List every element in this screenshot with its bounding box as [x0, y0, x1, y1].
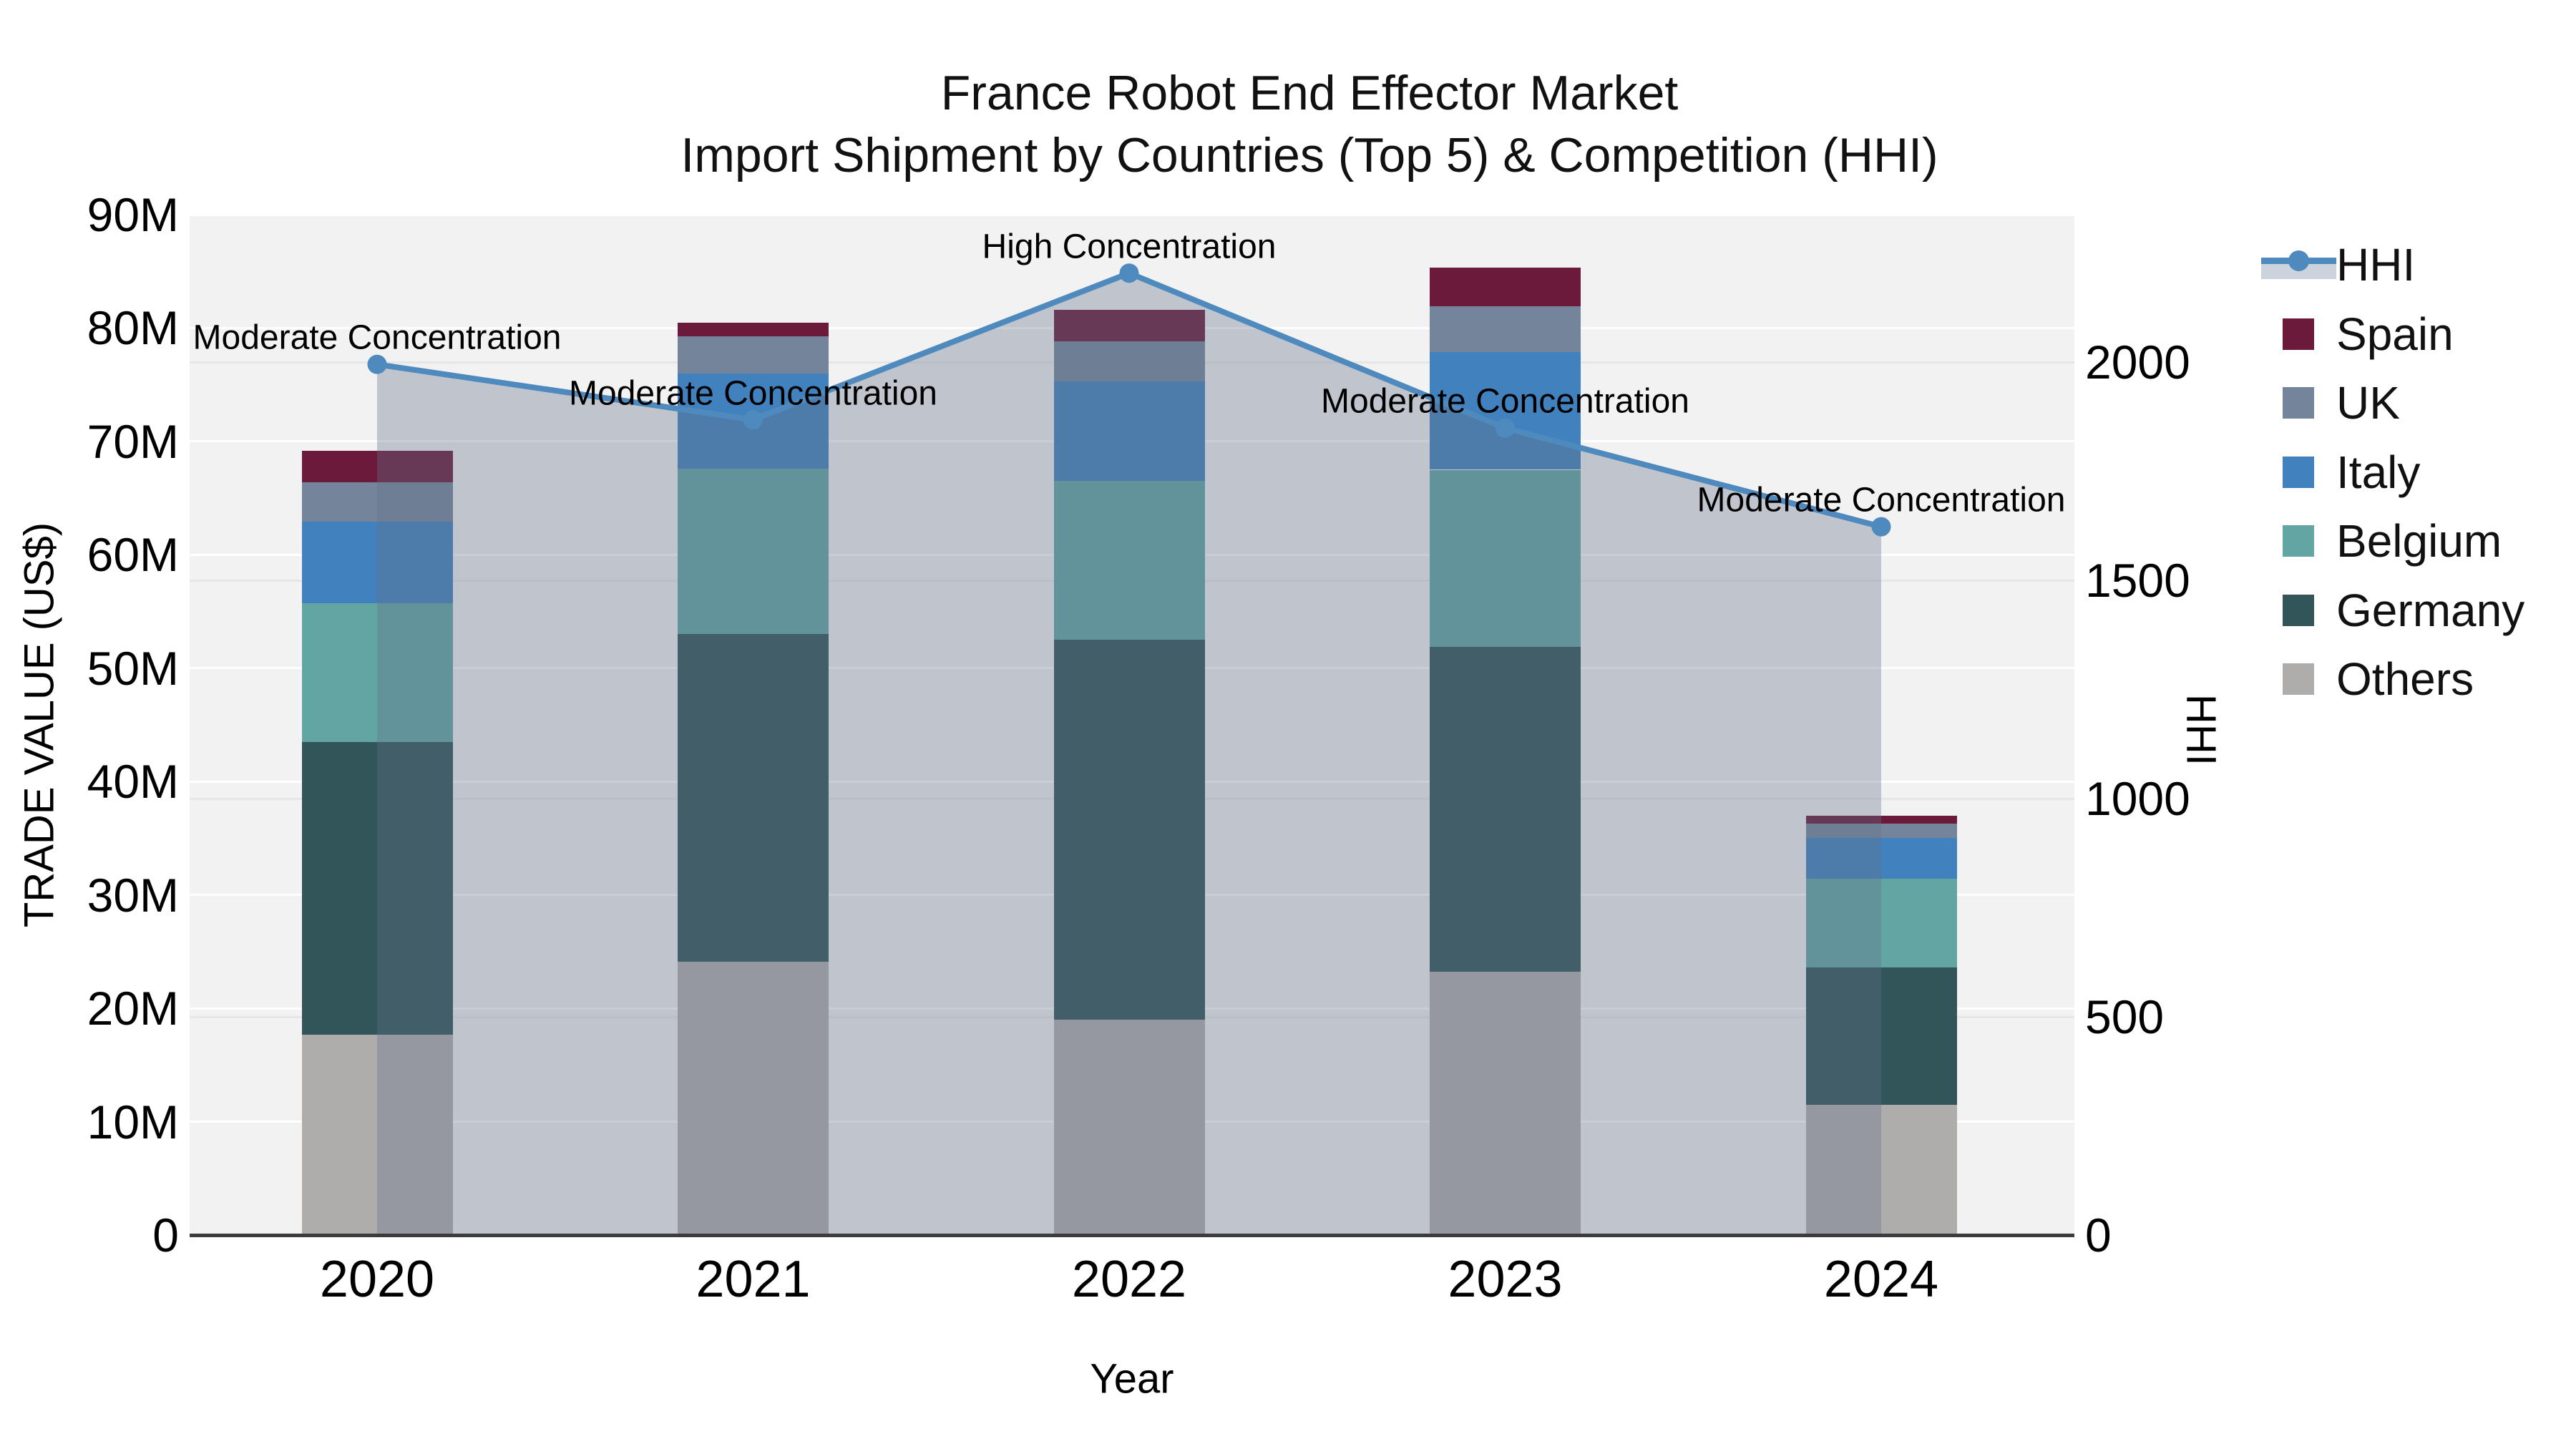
- legend-item-italy[interactable]: Italy: [2261, 446, 2420, 499]
- y-right-tick-0: 0: [2085, 1209, 2112, 1262]
- y-right-tick-500: 500: [2085, 990, 2165, 1044]
- x-axis-line: [190, 1234, 2074, 1237]
- y-left-tick-50M: 50M: [87, 641, 179, 695]
- legend-item-spain[interactable]: Spain: [2261, 308, 2454, 361]
- legend-label: Belgium: [2336, 515, 2502, 567]
- bar-segment-germany-2021[interactable]: [678, 634, 829, 962]
- bar-segment-germany-2020[interactable]: [301, 741, 453, 1035]
- legend-item-others[interactable]: Others: [2261, 653, 2474, 706]
- annotation-2024: Moderate Concentration: [1697, 481, 2066, 519]
- hhi-marker-2023[interactable]: [1496, 418, 1515, 438]
- x-tick-2021: 2021: [696, 1251, 811, 1308]
- legend-hhi-marker: [2288, 250, 2309, 271]
- y-right-tick-1000: 1000: [2085, 772, 2190, 826]
- legend-swatch-icon: [2261, 313, 2336, 356]
- y-left-tick-30M: 30M: [87, 868, 179, 922]
- y-left-tick-90M: 90M: [87, 188, 179, 241]
- bar-segment-italy-2020[interactable]: [301, 522, 453, 604]
- annotation-2020: Moderate Concentration: [192, 318, 562, 357]
- bar-segment-spain-2022[interactable]: [1053, 310, 1205, 342]
- bar-segment-spain-2021[interactable]: [678, 322, 829, 336]
- bar-segment-spain-2024[interactable]: [1805, 815, 1957, 824]
- bar-segment-italy-2023[interactable]: [1430, 351, 1581, 470]
- legend-label: Italy: [2336, 446, 2421, 498]
- bar-segment-spain-2020[interactable]: [301, 450, 453, 482]
- legend-color-swatch: [2283, 318, 2314, 350]
- y-left-tick-20M: 20M: [87, 982, 179, 1035]
- hhi-line-layer: [367, 263, 1891, 1235]
- x-tick-2024: 2024: [1823, 1251, 1939, 1308]
- legend-swatch-icon: [2261, 589, 2336, 632]
- y-left-tick-40M: 40M: [87, 755, 179, 809]
- legend-swatch-icon: [2261, 381, 2336, 424]
- hhi-marker-2024[interactable]: [1871, 517, 1891, 537]
- y-right-tick-1500: 1500: [2085, 554, 2190, 608]
- annotation-2022: High Concentration: [982, 228, 1277, 266]
- bar-segment-germany-2024[interactable]: [1805, 967, 1957, 1105]
- legend-color-swatch: [2283, 387, 2314, 419]
- gridline-90m: [190, 213, 2074, 216]
- legend-color-swatch: [2283, 663, 2314, 695]
- legend-item-hhi[interactable]: HHI: [2261, 238, 2415, 291]
- chart-title-line1: France Robot End Effector Market: [940, 66, 1679, 120]
- legend-label: UK: [2336, 377, 2400, 429]
- bar-segment-uk-2022[interactable]: [1053, 341, 1205, 381]
- annotation-2021: Moderate Concentration: [569, 374, 937, 413]
- y-axis-title-left: TRADE VALUE (US$): [16, 522, 63, 928]
- y-left-tick-80M: 80M: [87, 301, 179, 355]
- legend-label: Spain: [2336, 308, 2454, 360]
- y-axis-title-right: HHI: [2177, 694, 2225, 766]
- legend-swatch-icon: [2261, 451, 2336, 494]
- legend-item-uk[interactable]: UK: [2261, 376, 2400, 429]
- bar-segment-belgium-2022[interactable]: [1053, 481, 1205, 640]
- bar-segment-others-2022[interactable]: [1053, 1019, 1205, 1235]
- y-left-tick-70M: 70M: [87, 414, 179, 468]
- bar-segment-others-2020[interactable]: [301, 1034, 453, 1235]
- x-tick-2020: 2020: [319, 1251, 435, 1308]
- x-tick-2023: 2023: [1448, 1251, 1563, 1308]
- bar-segment-uk-2021[interactable]: [678, 336, 829, 374]
- bar-segment-others-2023[interactable]: [1430, 972, 1581, 1235]
- legend-label: Others: [2336, 653, 2474, 705]
- bar-segment-belgium-2024[interactable]: [1805, 879, 1957, 968]
- bar-segment-belgium-2023[interactable]: [1430, 469, 1581, 647]
- bar-segment-spain-2023[interactable]: [1430, 268, 1581, 307]
- bar-segment-germany-2022[interactable]: [1053, 640, 1205, 1020]
- bar-segment-others-2021[interactable]: [678, 962, 829, 1235]
- legend-color-swatch: [2283, 525, 2314, 557]
- x-axis-title: Year: [1090, 1355, 1174, 1402]
- hhi-marker-2020[interactable]: [367, 354, 387, 374]
- bar-segment-uk-2024[interactable]: [1805, 823, 1957, 839]
- legend-swatch-icon: [2261, 519, 2336, 562]
- bar-segment-germany-2023[interactable]: [1430, 646, 1581, 972]
- legend-item-belgium[interactable]: Belgium: [2261, 514, 2502, 567]
- y-left-tick-60M: 60M: [87, 528, 179, 582]
- legend-color-swatch: [2283, 594, 2314, 626]
- y-left-tick-0: 0: [152, 1209, 179, 1262]
- legend-color-swatch: [2283, 456, 2314, 488]
- hhi-marker-2021[interactable]: [743, 410, 763, 430]
- bar-segment-italy-2022[interactable]: [1053, 381, 1205, 482]
- plot-area: Moderate Concentration Moderate Concentra…: [190, 213, 2074, 1235]
- y-left-tick-10M: 10M: [87, 1095, 179, 1148]
- y-right-tick-2000: 2000: [2085, 336, 2190, 389]
- bar-segment-belgium-2021[interactable]: [678, 468, 829, 635]
- chart-title-line2: Import Shipment by Countries (Top 5) & C…: [680, 128, 1938, 182]
- hhi-marker-2022[interactable]: [1119, 263, 1139, 283]
- legend-swatch-icon: [2261, 658, 2336, 701]
- bar-segment-italy-2024[interactable]: [1805, 838, 1957, 879]
- legend-line-icon: [2261, 243, 2336, 286]
- legend-label: HHI: [2336, 239, 2416, 291]
- bar-segment-others-2024[interactable]: [1805, 1104, 1957, 1235]
- legend-item-germany[interactable]: Germany: [2261, 584, 2524, 637]
- legend-label: Germany: [2336, 584, 2525, 636]
- bar-segment-uk-2023[interactable]: [1430, 306, 1581, 352]
- annotation-2023: Moderate Concentration: [1321, 382, 1689, 421]
- hhi-area-fill: [377, 273, 1881, 1235]
- bar-segment-uk-2020[interactable]: [301, 482, 453, 522]
- bar-segment-belgium-2020[interactable]: [301, 603, 453, 742]
- x-tick-2022: 2022: [1071, 1251, 1187, 1308]
